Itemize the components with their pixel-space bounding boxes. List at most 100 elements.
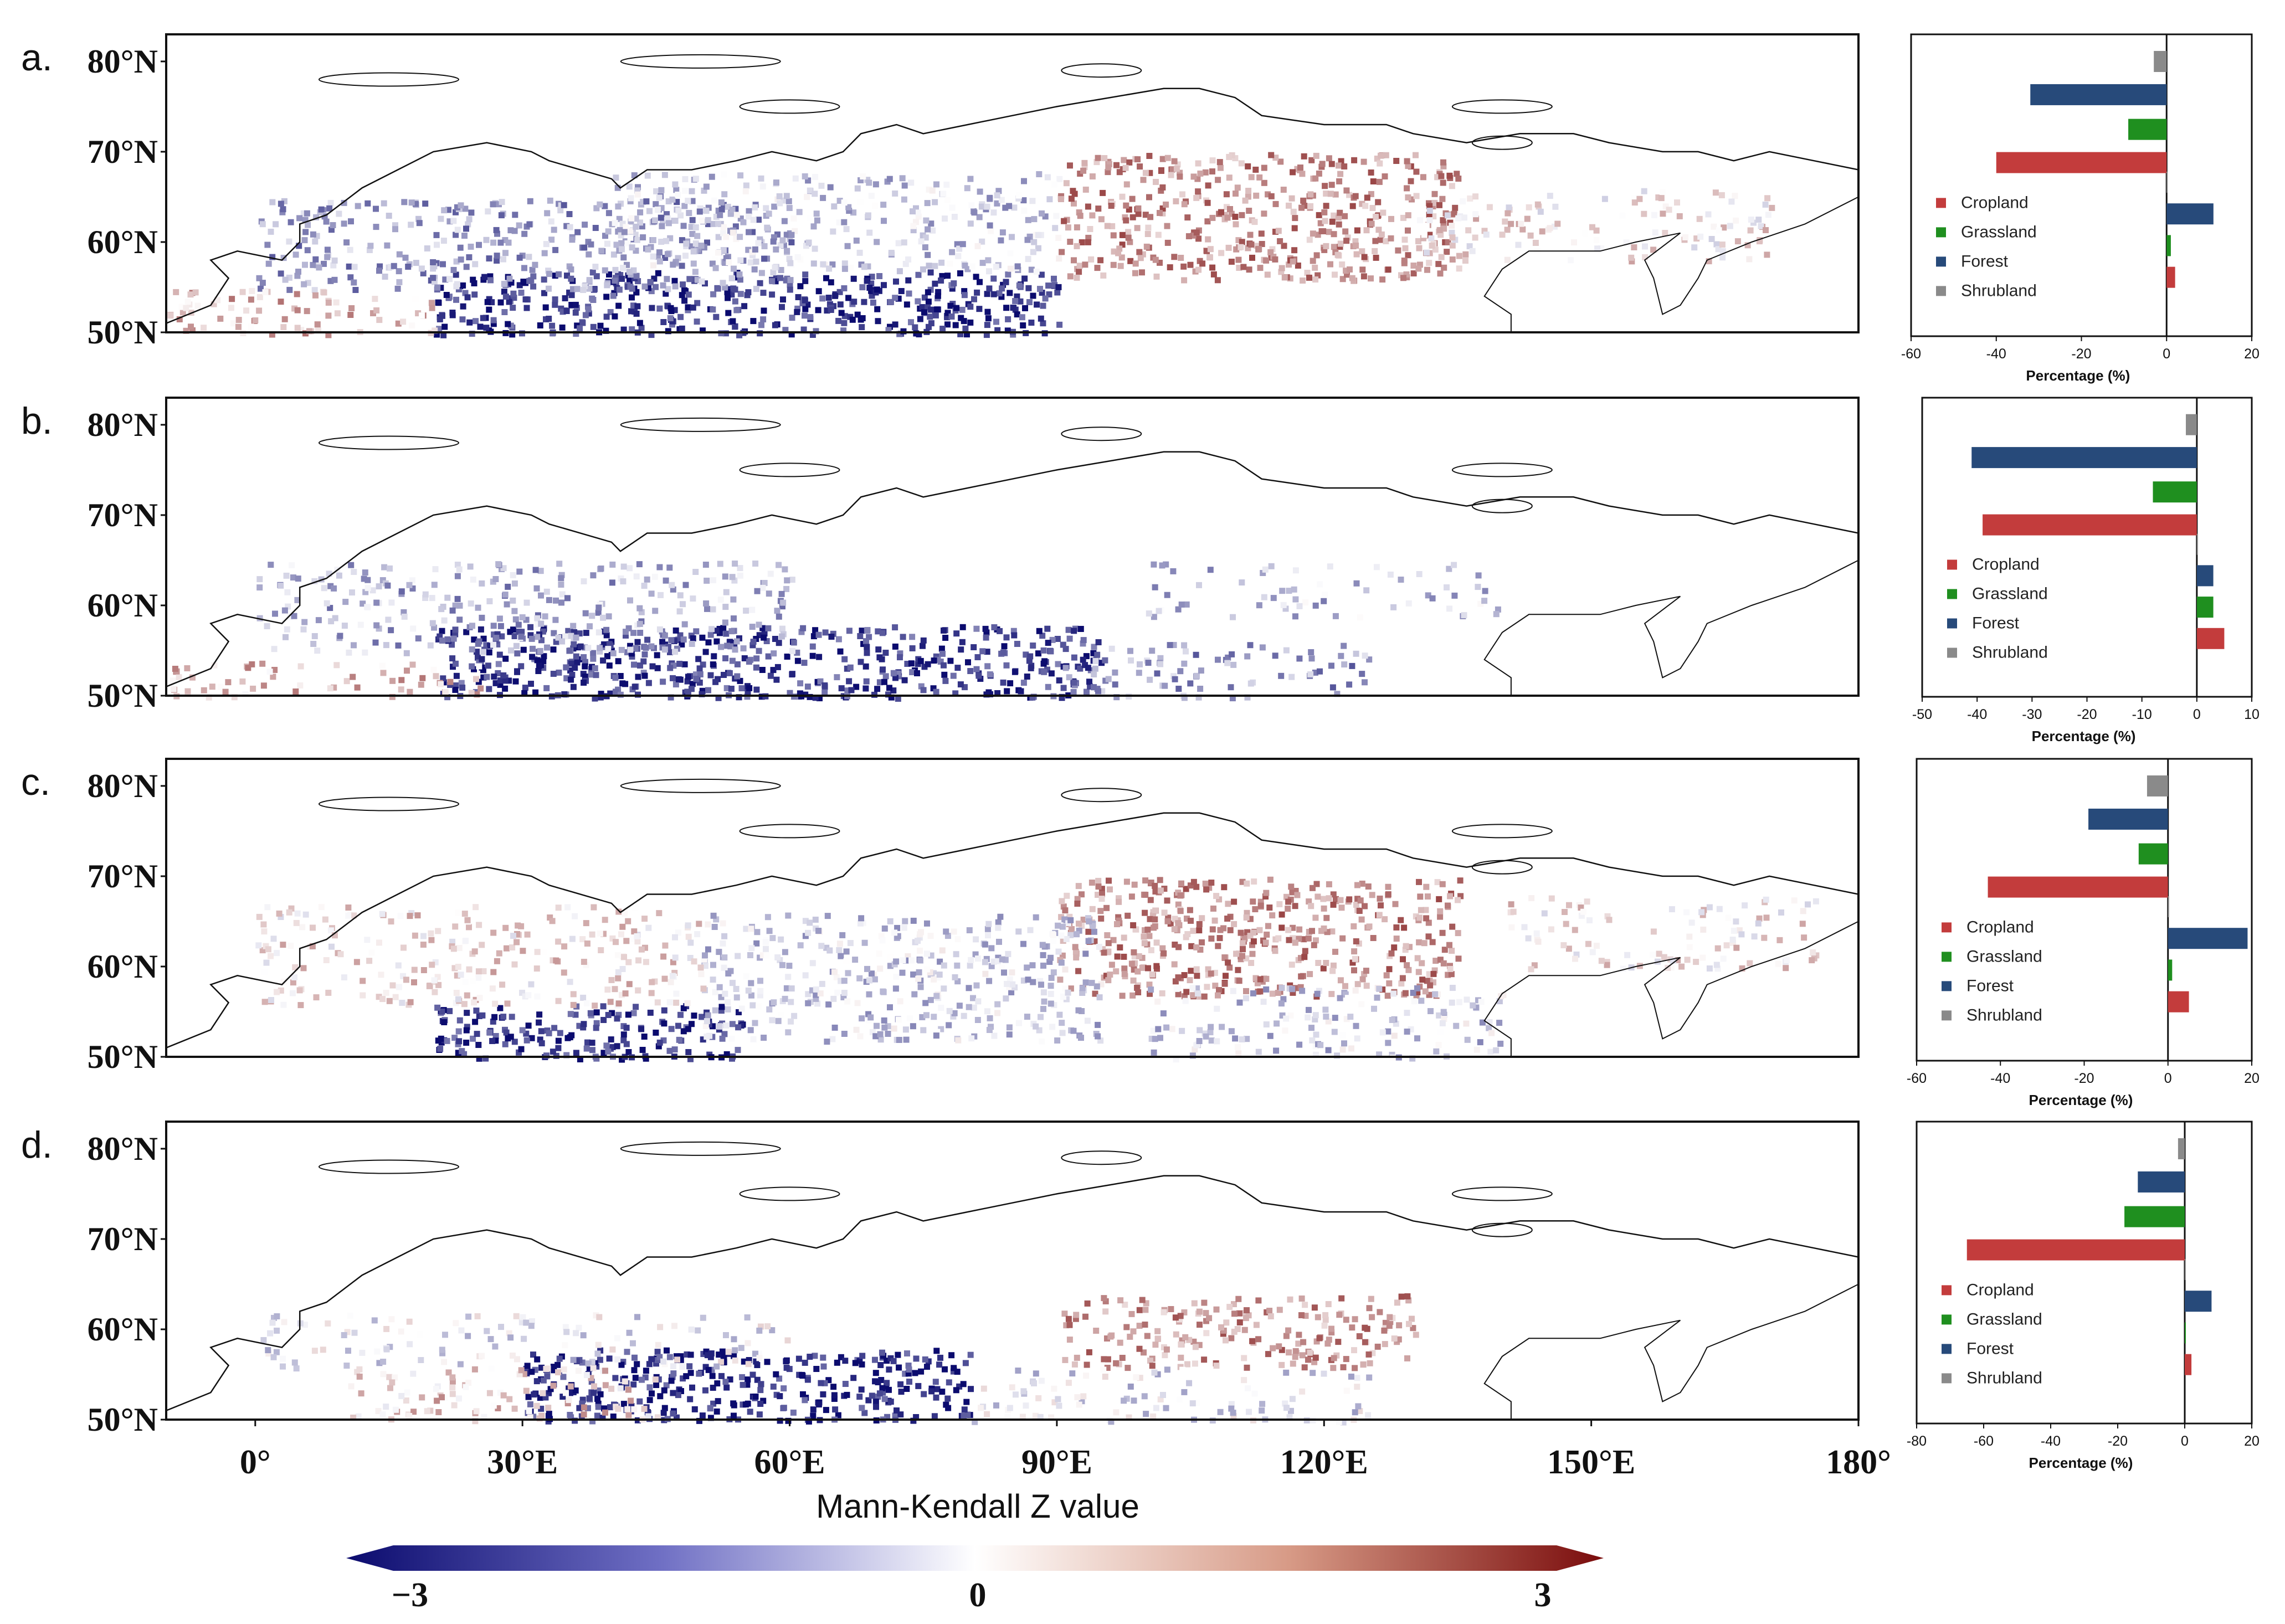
pixel (697, 964, 704, 971)
pixel (1307, 971, 1313, 978)
pixel (418, 265, 425, 272)
pixel (278, 270, 284, 277)
pixel (1306, 274, 1312, 281)
pixel (1455, 930, 1461, 937)
pixel (357, 621, 364, 628)
pixel (353, 959, 360, 965)
pixel (979, 260, 986, 266)
pixel (1373, 213, 1379, 220)
pixel (300, 626, 307, 633)
pixel (1429, 242, 1435, 249)
pixel (707, 1415, 714, 1421)
pixel (502, 294, 509, 300)
pixel (1135, 210, 1142, 217)
pixel (613, 688, 619, 695)
pixel (798, 629, 805, 635)
pixel (1044, 666, 1050, 673)
pixel (1146, 933, 1153, 939)
pixel (1226, 964, 1233, 971)
pixel (316, 264, 322, 271)
pixel (606, 1355, 613, 1362)
pixel (995, 924, 1002, 931)
pixel (1290, 258, 1296, 265)
pixel (670, 662, 677, 669)
pixel (689, 230, 696, 237)
pixel (1262, 566, 1269, 573)
pixel (509, 944, 516, 950)
pixel (653, 201, 659, 208)
pixel (1021, 207, 1028, 214)
pixel (1017, 298, 1024, 305)
pixel (1108, 962, 1115, 968)
pixel (872, 1356, 878, 1363)
pixel (429, 305, 435, 311)
pixel (807, 693, 813, 700)
pixel (850, 1375, 857, 1381)
pixel (595, 1387, 602, 1394)
pixel (633, 248, 639, 254)
pixel (395, 642, 402, 649)
pixel (998, 197, 1005, 203)
pixel (294, 597, 301, 603)
pixel (925, 299, 932, 305)
pixel (1193, 883, 1200, 890)
pixel (962, 1360, 969, 1366)
pixel (1312, 276, 1319, 283)
pixel (302, 911, 309, 918)
pixel (962, 684, 968, 691)
pixel (1449, 223, 1455, 229)
pixel (538, 592, 544, 599)
pixel (1051, 181, 1057, 188)
pixel (915, 938, 921, 944)
pixel (479, 580, 485, 587)
pixel (1423, 222, 1430, 229)
pixel (265, 946, 271, 953)
pixel (1172, 916, 1178, 922)
pixel (1149, 912, 1156, 919)
pixel (875, 318, 881, 325)
pixel (456, 1038, 463, 1045)
pixel (412, 932, 418, 939)
pixel (640, 658, 647, 665)
pixel (258, 285, 264, 292)
pixel (1496, 1020, 1503, 1026)
pixel (1060, 938, 1066, 944)
pixel (610, 251, 617, 258)
pixel (1110, 937, 1117, 943)
pixel (747, 952, 753, 958)
pixel (861, 939, 868, 946)
pixel (380, 670, 387, 676)
pixel (709, 1373, 716, 1379)
pixel (658, 205, 665, 212)
pixel (1057, 977, 1064, 983)
pixel (746, 208, 752, 214)
pixel (1067, 239, 1074, 245)
pixel (1313, 881, 1320, 887)
island (1451, 99, 1553, 114)
pixel (1440, 960, 1447, 967)
pixel (703, 208, 710, 214)
pixel (553, 639, 559, 645)
pixel (660, 953, 667, 960)
pixel (1446, 942, 1452, 948)
pixel (558, 599, 564, 606)
pixel (625, 1011, 631, 1018)
pixel (642, 1374, 649, 1381)
pixel (1416, 245, 1423, 251)
pixel (592, 1003, 598, 1009)
pixel (867, 1014, 874, 1021)
pixel (1282, 1027, 1288, 1034)
pixel (952, 690, 959, 697)
pixel (1425, 919, 1432, 926)
pixel (1342, 983, 1348, 989)
pixel (897, 998, 903, 1005)
pixel (518, 290, 525, 296)
pixel (1155, 1026, 1162, 1032)
pixel (627, 277, 633, 284)
pixel (551, 1025, 558, 1031)
pixel (1116, 917, 1122, 924)
panel-label: d. (21, 1124, 53, 1166)
pixel (456, 616, 463, 623)
pixel (441, 323, 448, 330)
pixel (1019, 314, 1025, 321)
